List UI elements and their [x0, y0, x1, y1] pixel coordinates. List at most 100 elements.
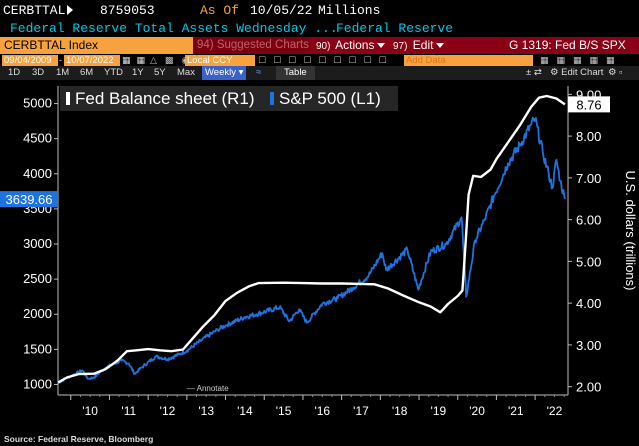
chart-type-icons[interactable]: △▩◉	[150, 55, 198, 65]
currency-select[interactable]: Local CCY	[185, 55, 255, 66]
toolbar-tool-icons[interactable]: ☐☐☐☐☐☐☐☐☐	[258, 55, 394, 65]
fed-last-value-label: 8.76	[576, 97, 601, 112]
settings-icons[interactable]: ⚙ ▫	[608, 67, 623, 78]
x-tick-label: '21	[508, 404, 524, 418]
right-tick-label: 4.00	[576, 296, 601, 311]
x-tick-label: '11	[121, 404, 136, 418]
legend-swatch-fed	[66, 92, 70, 105]
fed-last-value-box	[568, 96, 610, 113]
series-description: Federal Reserve Total Assets Wednesday .…	[10, 21, 338, 36]
zoom-icons[interactable]: ± ⇄	[526, 67, 542, 78]
chevron-down-icon	[377, 43, 386, 48]
frequency-select[interactable]: Weekly ▾	[202, 66, 247, 80]
period-max[interactable]: Max	[177, 67, 195, 78]
left-tick-label: 4500	[23, 131, 52, 146]
left-tick-label: 2000	[23, 306, 52, 321]
legend-box	[60, 86, 398, 111]
legend-label-fed: Fed Balance sheet (R1)	[75, 89, 255, 108]
chevron-down-icon	[436, 43, 445, 48]
period-bar: 1D 3D 1M 6M YTD 1Y 5Y Max Weekly ▾ ≈ Tab…	[0, 66, 639, 80]
right-axis: 2.003.004.005.006.007.008.009.00U.S. dol…	[568, 87, 638, 395]
plot-frame	[57, 86, 569, 396]
date-range-bar: 09/04/2009 - 10/07/2022 ▦▦ △▩◉ Local CCY…	[0, 54, 639, 67]
date-separator: -	[59, 55, 62, 65]
period-1y[interactable]: 1Y	[132, 67, 144, 78]
legend-swatch-spx	[270, 92, 274, 105]
spx-last-value-label: 3639.66	[6, 192, 53, 207]
security-input[interactable]: CERBTTAL Index	[0, 37, 193, 54]
period-1m[interactable]: 1M	[56, 67, 70, 78]
x-tick-label: '16	[314, 404, 330, 418]
x-tick-label: '13	[198, 404, 214, 418]
x-tick-label: '22	[547, 404, 563, 418]
suggested-charts-button[interactable]: 94) Suggested Charts	[193, 37, 310, 54]
x-tick-label: '17	[353, 404, 369, 418]
ticker-header: CERBTTAL 8759053 As Of 10/05/22 Millions	[0, 0, 639, 22]
gear-icon: ⚙	[550, 67, 559, 78]
right-tick-label: 6.00	[576, 213, 601, 228]
source-name: Federal Reserve	[336, 21, 454, 36]
edit-label: Edit	[412, 38, 434, 52]
spx-series-line	[57, 116, 566, 384]
units-label: Millions	[318, 3, 381, 18]
x-axis: '10 '11 '12 '13 '14 '15 '16 '17 '18 '19 '20 '21 '22 —…	[70, 384, 565, 418]
calendar-icon[interactable]: ▦▦	[122, 55, 152, 65]
table-button[interactable]: Table	[276, 66, 315, 80]
spx-last-value-box	[0, 191, 58, 208]
last-value-tags: 3639.66 8.76	[0, 96, 610, 208]
left-tick-label: 1500	[23, 341, 52, 356]
right-tick-label: 3.00	[576, 338, 601, 353]
edit-button[interactable]: 97) Edit	[393, 37, 445, 54]
period-1d[interactable]: 1D	[8, 67, 21, 78]
right-tick-label: 2.00	[576, 380, 601, 395]
as-of-label: As Of	[200, 3, 240, 18]
suggested-charts-label: Suggested Charts	[216, 39, 309, 51]
as-of-date: 10/05/22	[250, 3, 313, 18]
left-tick-label: 3000	[23, 236, 52, 251]
left-tick-label: 1000	[23, 376, 52, 391]
toolbar: CERBTTAL Index 94) Suggested Charts 90) …	[0, 37, 639, 54]
x-tick-label: '14	[237, 404, 253, 418]
x-tick-label: '15	[276, 404, 292, 418]
left-tick-label: 5000	[23, 96, 52, 111]
left-tick-label: 2500	[23, 271, 52, 286]
suggested-charts-number: 94	[197, 39, 210, 51]
x-tick-label: '12	[160, 404, 176, 418]
overlay-icons[interactable]: ▦▦▦▦▦	[540, 55, 623, 65]
edit-chart-label: Edit Chart	[561, 67, 604, 78]
ticker-symbol-box[interactable]: CERBTTAL	[3, 0, 74, 22]
x-tick-label: '19	[431, 404, 447, 418]
x-tick-label: '10	[82, 404, 98, 418]
edit-chart-button[interactable]: ⚙ Edit Chart	[550, 66, 603, 80]
right-tick-label: 5.00	[576, 254, 601, 269]
right-axis-title: U.S. dollars (trillions)	[623, 171, 638, 291]
x-tick-label: '20	[469, 404, 485, 418]
period-6m[interactable]: 6M	[80, 67, 94, 78]
period-5y[interactable]: 5Y	[154, 67, 166, 78]
function-code: G 1319: Fed B/S SPX	[509, 38, 626, 52]
end-date-input[interactable]: 10/07/2022	[64, 55, 120, 66]
description-line: Federal Reserve Total Assets Wednesday .…	[0, 20, 639, 37]
add-data-input[interactable]: Add Data	[404, 55, 533, 66]
frequency-label: Weekly	[205, 67, 236, 78]
right-tick-label: 7.00	[576, 171, 601, 186]
source-footnote: Source: Federal Reserve, Bloomberg	[4, 434, 154, 444]
actions-number: 90)	[316, 41, 331, 52]
add-data-placeholder: Add Data	[406, 55, 446, 66]
right-tick-label: 8.00	[576, 129, 601, 144]
play-arrow-icon	[67, 5, 74, 15]
fed-series-line	[57, 94, 566, 384]
edit-number: 97)	[393, 41, 408, 52]
x-tick-label: '18	[392, 404, 408, 418]
line-chart-icon[interactable]: ≈	[256, 67, 262, 78]
series-layer	[57, 94, 566, 384]
ticker-symbol: CERBTTAL	[3, 3, 66, 18]
period-ytd[interactable]: YTD	[104, 67, 123, 78]
actions-button[interactable]: 90) Actions	[316, 37, 386, 54]
left-tick-label: 4000	[23, 166, 52, 181]
period-3d[interactable]: 3D	[32, 67, 45, 78]
actions-label: Actions	[335, 38, 375, 52]
annotate-label: — Annotate	[187, 384, 229, 393]
start-date-input[interactable]: 09/04/2009	[2, 55, 58, 66]
